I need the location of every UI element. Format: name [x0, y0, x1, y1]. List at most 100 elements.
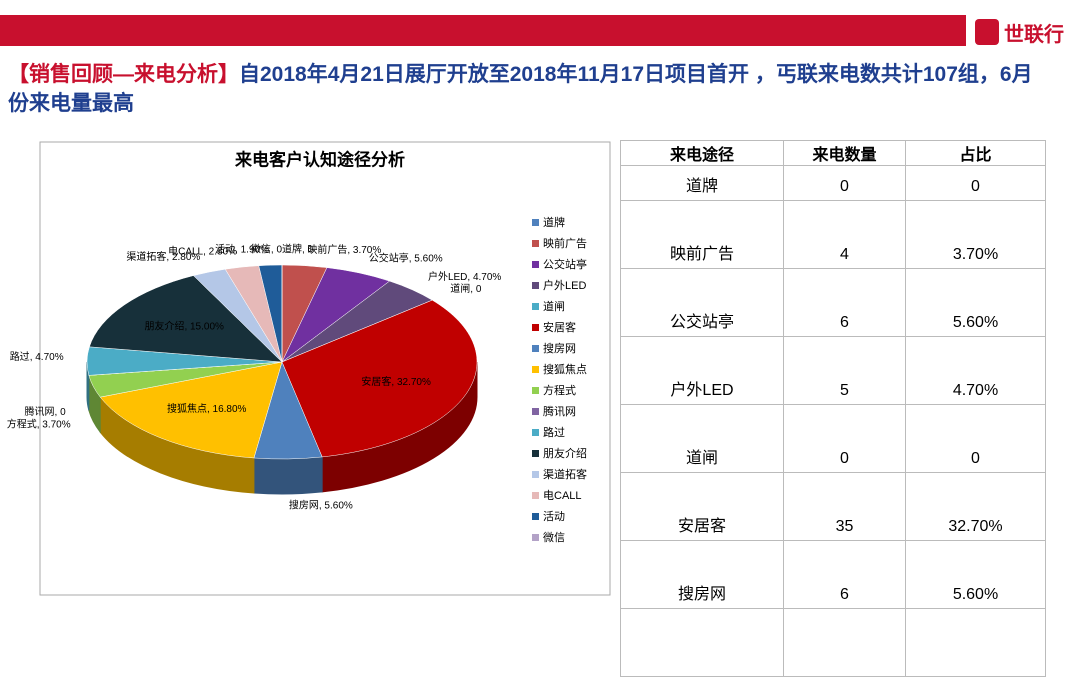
label-category: 微信	[251, 242, 271, 255]
table-cell: 6	[783, 268, 906, 337]
label-separator: ,	[184, 321, 190, 332]
legend-swatch	[532, 534, 539, 541]
label-separator: ,	[347, 245, 353, 256]
data-label: 搜房网, 5.60%	[289, 498, 353, 511]
label-value: 16.80%	[213, 404, 247, 415]
legend-swatch	[532, 282, 539, 289]
label-category: 腾讯网	[25, 405, 55, 418]
label-category: 活动	[215, 243, 235, 255]
legend-swatch	[532, 219, 539, 226]
legend-swatch	[532, 261, 539, 268]
table-row: 户外LED 5 4.70%	[620, 336, 1046, 405]
label-category: 方程式	[7, 417, 37, 430]
label-separator: ,	[207, 404, 213, 415]
legend-swatch	[532, 324, 539, 331]
table-cell: 0	[783, 404, 906, 473]
logo: 世联行	[975, 16, 1080, 48]
data-label: 活动, 1.90%	[215, 243, 269, 255]
table-cell: 32.70%	[905, 472, 1046, 541]
label-value: 15.00%	[190, 321, 224, 332]
logo-text: 世联行	[1004, 23, 1064, 46]
label-separator: ,	[203, 246, 209, 257]
legend-swatch	[532, 471, 539, 478]
label-value: 32.70%	[397, 376, 431, 387]
table-row: 安居客 35 32.70%	[620, 472, 1046, 541]
legend-swatch	[532, 513, 539, 520]
label-category: 朋友介绍	[144, 319, 184, 332]
table-cell: 4.70%	[905, 336, 1046, 405]
pie-slice	[281, 299, 478, 458]
title-tag: 【销售回顾—来电分析】	[8, 63, 239, 86]
data-label: 公交站亭, 5.60%	[369, 251, 443, 264]
legend-label: 搜房网	[543, 341, 576, 355]
label-separator: ,	[467, 272, 473, 283]
legend-swatch	[532, 408, 539, 415]
data-label: 路过, 4.70%	[10, 350, 64, 363]
table-row: 公交站亭 6 5.60%	[620, 268, 1046, 337]
table-row: 道闸 0 0	[620, 404, 1046, 473]
legend-label: 公交站亭	[543, 257, 587, 271]
legend-swatch	[532, 492, 539, 499]
slide-title: 【销售回顾—来电分析】自2018年4月21日展厅开放至2018年11月17日项目…	[8, 60, 1048, 118]
legend-label: 安居客	[543, 320, 576, 334]
table-header: 来电途径 来电数量 占比	[620, 140, 1046, 166]
label-separator: ,	[391, 376, 397, 387]
pie-side	[253, 456, 323, 495]
legend-label: 道闸	[543, 299, 565, 313]
label-value: 5.60%	[414, 253, 442, 264]
table-cell: 0	[905, 404, 1046, 473]
label-separator: ,	[470, 283, 476, 294]
legend-swatch	[532, 387, 539, 394]
table-cell: 0	[905, 165, 1046, 201]
label-value: 0	[276, 244, 282, 255]
table-cell: 5.60%	[905, 268, 1046, 337]
label-separator: ,	[30, 352, 36, 363]
table: 来电途径 来电数量 占比 道牌 0 0 映前广告 4 3.70% 公交站亭 6 5.60% 户外LED…	[620, 140, 1046, 677]
data-label: 腾讯网, 0	[25, 405, 67, 418]
table-cell: 5	[783, 336, 906, 405]
table-row	[620, 608, 1046, 677]
logo-icon	[975, 19, 999, 45]
label-value: 4.70%	[473, 272, 501, 283]
table-cell: 道闸	[620, 404, 784, 473]
data-label: 映前广告, 3.70%	[307, 243, 381, 256]
label-value: 2.80%	[172, 252, 200, 263]
pie-slice	[89, 275, 283, 363]
table-cell: 0	[783, 165, 906, 201]
label-category: 安居客	[361, 374, 391, 387]
table-cell: 4	[783, 200, 906, 269]
page: 世联行 【销售回顾—来电分析】自2018年4月21日展厅开放至2018年11月1…	[0, 15, 1080, 677]
label-category: 户外LED	[428, 270, 467, 283]
label-value: 0	[60, 407, 66, 418]
label-value: 4.70%	[35, 352, 63, 363]
header-bar	[0, 15, 966, 46]
legend-label: 活动	[543, 510, 565, 523]
label-value: 2.80%	[209, 246, 237, 257]
pie-tops	[86, 264, 478, 460]
legend-swatch	[532, 429, 539, 436]
label-separator: ,	[319, 500, 325, 511]
table-cell	[783, 608, 906, 677]
label-value: 3.70%	[42, 419, 70, 430]
legend-label: 搜狐焦点	[543, 362, 587, 376]
data-label: 道闸, 0	[450, 281, 482, 294]
table-row: 道牌 0 0	[620, 165, 1046, 201]
label-separator: ,	[302, 244, 308, 255]
table-row: 映前广告 4 3.70%	[620, 200, 1046, 269]
label-value: 3.70%	[353, 245, 381, 256]
label-category: 渠道拓客	[126, 250, 166, 263]
label-value: 5.60%	[324, 500, 352, 511]
table-cell: 户外LED	[620, 336, 784, 405]
table-cell: 6	[783, 540, 906, 609]
th: 来电数量	[783, 140, 906, 166]
data-label: 渠道拓客, 2.80%	[126, 250, 200, 263]
legend-label: 道牌	[543, 215, 565, 229]
data-label: 道牌, 0	[282, 242, 314, 255]
label-value: 1.90%	[241, 244, 269, 255]
legend-swatch	[532, 366, 539, 373]
legend-label: 电CALL	[543, 489, 582, 502]
label-category: 道牌	[282, 242, 302, 255]
data-label: 安居客, 32.70%	[361, 374, 431, 387]
legend-label: 映前广告	[543, 236, 587, 250]
